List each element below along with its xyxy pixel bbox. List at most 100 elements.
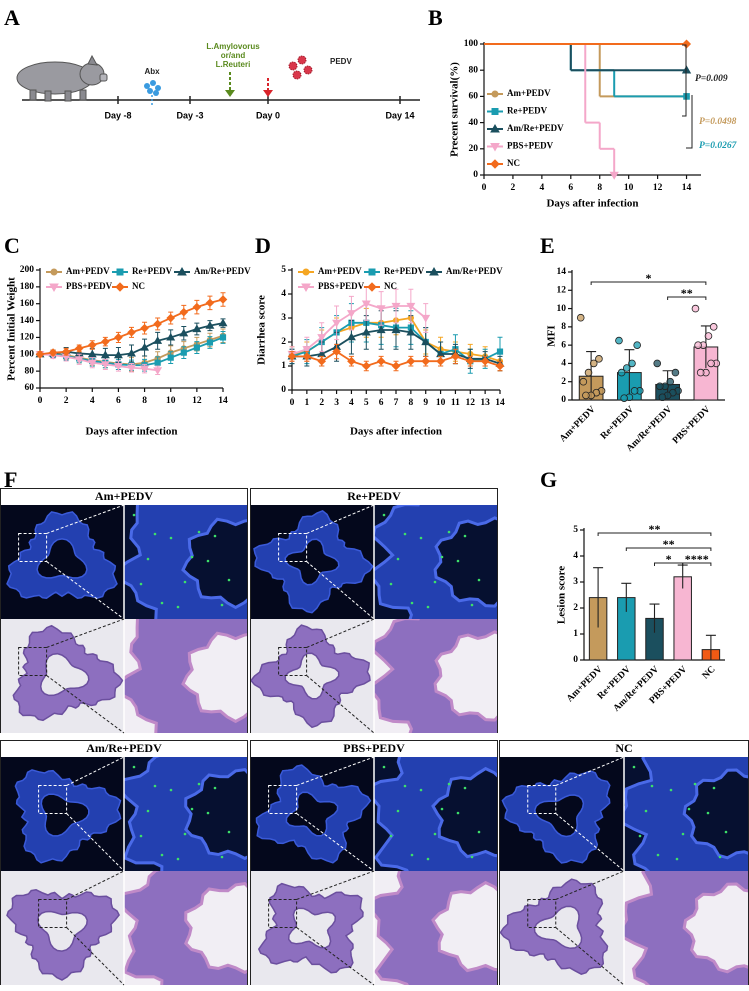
p-value: P=0.009 [695,74,728,84]
x-tick-label: 0 [482,183,487,193]
fluorescent-spot [160,601,164,605]
x-tick-label: 12 [653,183,663,193]
marker [179,307,189,317]
fluorescent-spot [433,580,437,584]
histology-zoom [124,505,247,619]
fluorescent-spot [190,555,194,559]
fluorescent-spot [176,605,180,609]
fluorescent-spot [470,855,474,859]
y-tick-label: 80 [469,65,479,75]
legend-label: NC [507,158,520,168]
x-tick-label: 6 [568,183,573,193]
virus-icon [303,65,313,75]
data-point [584,368,593,377]
fluorescent-spot [656,853,660,857]
marker [113,362,123,371]
p-value: P=0.0267 [699,141,738,151]
fluorescent-spot [396,809,400,813]
fluorescent-spot [426,605,430,609]
marker [480,356,490,366]
error-bar [621,582,632,612]
y-axis-title: MFI [546,325,558,346]
virus-icon [288,61,298,71]
marker [100,350,110,359]
tissue-zoom [374,619,497,733]
fluorescent-spot [382,765,386,769]
legend-label: PBS+PEDV [318,281,365,291]
x-tick-label: 5 [364,398,369,408]
fluorescent-spot [382,513,386,517]
fluorescent-spot [456,811,460,815]
significance-label: * [666,552,672,566]
marker [218,295,228,304]
zoom-lines [555,756,625,872]
pig-leg [29,89,37,101]
fluorescent-spot [447,530,451,534]
zoom-box [18,533,48,562]
legend-label: Am+PEDV [318,266,362,276]
x-tick-label: 10 [166,396,176,406]
histology-overview [1,757,124,871]
legend-label: Am/Re+PEDV [507,123,564,133]
zoom-lines [46,618,125,734]
timeline-day: Day -3 [176,110,203,120]
tissue-zoom [624,757,748,871]
x-tick-label: PBS+PEDV [671,405,713,447]
marker [391,325,401,334]
fluorescent-spot [183,832,187,836]
marker [346,310,356,318]
fluorescent-spot [419,788,423,792]
y-tick-label: 140 [20,316,35,326]
data-point [653,359,662,368]
error-bar [593,567,604,628]
zoom-lines [555,870,625,986]
x-tick-label: Re+PEDV [599,405,636,442]
pig-leg [44,90,52,102]
marker [167,354,174,361]
zoom-box [278,533,308,562]
x-tick-label: 10 [624,183,634,193]
significance-label: * [646,271,652,285]
error-bar [705,634,716,660]
x-tick-label: 2 [319,398,324,408]
fluorescent-spot [176,857,180,861]
virus-icon [292,70,302,80]
marker [114,333,123,342]
marker [491,108,499,115]
fluorescent-spot [183,580,187,584]
zoom-box [268,785,298,814]
marker [166,332,176,341]
zoom-box [268,899,298,928]
series-line [291,302,427,355]
histology-zoom [374,871,497,985]
data-point [704,332,713,340]
panel-label: C [4,233,20,258]
marker [49,283,59,293]
fluorescent-spot [644,809,648,813]
panel-label: G [540,467,557,492]
x-tick-label: 13 [480,398,490,408]
histology-overview [251,619,374,733]
virus-icon [297,55,307,65]
fluorescent-spot [169,536,173,540]
arrow-head [225,90,235,97]
x-tick-label: 0 [38,396,43,406]
marker [376,356,386,366]
timeline-day: Day 0 [256,110,280,120]
marker [206,339,214,346]
data-point [658,393,667,402]
fluorescent-spot [206,559,210,563]
legend-label: Re+PEDV [384,266,425,276]
y-tick-label: 5 [573,525,578,535]
y-tick-label: 200 [20,265,35,275]
fluorescent-spot [669,788,673,792]
data-point [633,341,641,349]
marker [346,332,356,341]
fluorescent-spot [197,530,201,534]
error-bar [624,349,635,396]
marker [495,361,505,371]
y-tick-label: 60 [25,383,35,393]
marker [116,268,124,276]
marker [376,305,386,313]
